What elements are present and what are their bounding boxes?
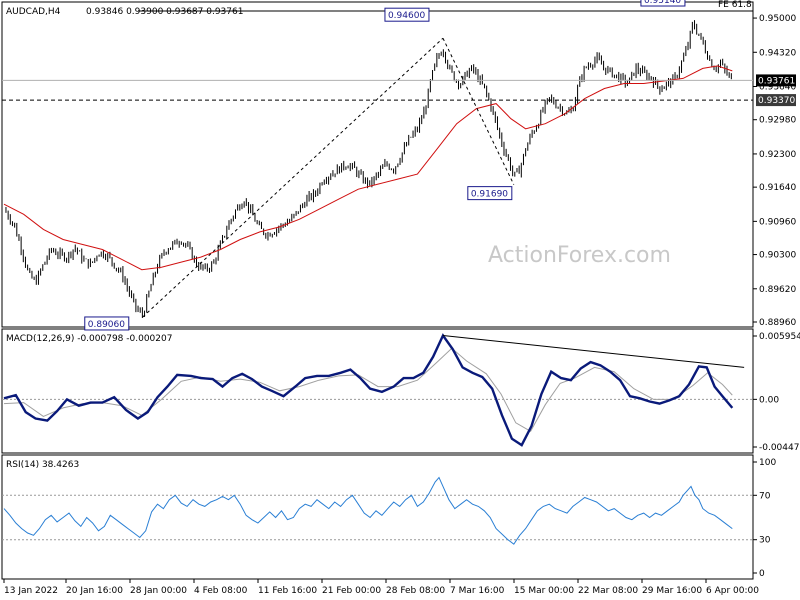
time-axis-label: 29 Mar 16:00 [642,586,702,596]
rsi-label: RSI(14) 38.4263 [6,460,79,470]
price-tag-label: 0.93761 [758,76,795,86]
price-annotation-label: 0.95140 [644,0,681,6]
price-axis-label: 0.92300 [759,150,796,160]
price-panel-frame [1,1,754,328]
fe-label: FE 61.8 [718,0,752,10]
time-axis-label: 28 Feb 08:00 [386,586,445,596]
time-axis-label: 15 Mar 00:00 [514,586,574,596]
time-axis-label: 4 Feb 08:00 [194,586,248,596]
rsi-axis-label: 70 [759,491,771,501]
price-annotation-label: 0.91690 [471,190,508,200]
rsi-axis-label: 100 [759,458,776,468]
macd-line [3,333,734,447]
symbol-label: AUDCAD,H4 [6,7,61,17]
price-annotation-box [384,7,430,22]
time-axis-label: 6 Apr 00:00 [706,586,759,596]
time-axis-label: 22 Mar 08:00 [578,586,638,596]
price-axis-label: 0.88960 [759,318,796,328]
time-axis-label: 21 Feb 00:00 [322,586,381,596]
price-annotation-box [84,316,130,331]
price-panel: 0.95000 0.94320 0.93640 0.92980 0.92300 0.916… [2,0,796,331]
price-annotation-label: 0.94600 [388,11,425,21]
rsi-line [3,476,733,545]
rsi-panel: 100 70 30 0 [2,458,776,579]
price-tag-box [756,94,796,107]
rsi-panel-frame [1,454,754,580]
price-axis-label: 0.93640 [759,83,796,93]
time-axis: 13 Jan 2022 20 Jan 16:00 28 Jan 00:00 4 Feb… [3,579,759,596]
price-axis-label: 0.95000 [759,14,796,24]
macd-signal-line [3,347,733,432]
macd-panel-frame [1,328,754,454]
price-tag-box [756,74,796,87]
price-annotation-box [467,186,513,201]
price-annotation-box [640,0,686,7]
macd-panel: 0.005954 0.00 -0.004477 [2,332,800,453]
time-axis-label: 28 Jan 00:00 [130,586,187,596]
watermark: ActionForex.com [488,243,671,268]
rsi-axis-label: 0 [759,569,765,579]
price-axis-label: 0.91640 [759,183,796,193]
macd-label: MACD(12,26,9) -0.000798 -0.000207 [6,334,172,344]
price-axis-label: 0.92980 [759,116,796,126]
price-annotation-label: 0.89060 [88,320,125,330]
time-axis-label: 11 Feb 16:00 [258,586,317,596]
macd-trendline [442,335,745,368]
macd-axis-label: -0.004477 [759,443,800,453]
rsi-axis-label: 30 [759,536,771,546]
price-axis-label: 0.90300 [759,251,796,261]
ohlc-readout: 0.93846 0.93900 0.93687 0.93761 [86,7,243,17]
price-axis-label: 0.89620 [759,285,796,295]
price-axis-label: 0.94320 [759,48,796,58]
price-axis-label: 0.90960 [759,217,796,227]
time-axis-label: 7 Mar 16:00 [450,586,505,596]
price-tag-label: 0.93370 [758,96,795,106]
macd-axis-label: 0.00 [759,395,779,405]
moving-average-line [3,65,733,271]
time-axis-label: 20 Jan 16:00 [66,586,123,596]
projection-dashed-line [142,37,444,318]
time-axis-label: 13 Jan 2022 [4,586,58,596]
macd-axis-label: 0.005954 [759,332,800,342]
